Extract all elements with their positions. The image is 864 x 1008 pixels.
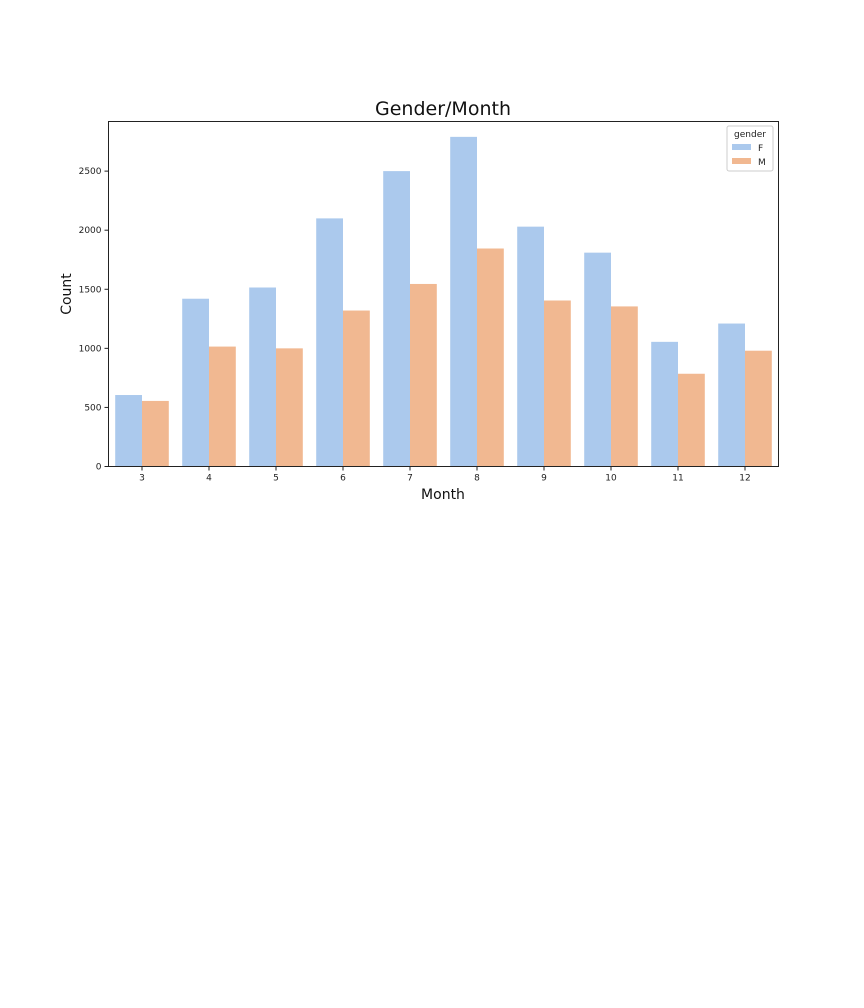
x-axis-title: Month [421,487,465,503]
bar-m-10 [611,306,638,467]
y-tick-label: 2000 [79,226,102,236]
x-tick-label: 7 [407,474,413,484]
x-tick-label: 11 [672,474,683,484]
y-tick-label: 1000 [79,344,102,354]
bar-m-3 [142,400,169,467]
bar-f-9 [517,226,544,467]
bar-f-10 [584,252,611,467]
bar-f-3 [115,395,142,467]
bar-f-7 [383,171,410,467]
bar-f-5 [249,287,276,467]
bar-f-6 [316,218,343,467]
y-tick-label: 500 [84,403,101,413]
chart-title: Gender/Month [375,98,511,120]
bar-f-11 [651,341,678,467]
legend-swatch-m [732,158,751,164]
x-axis-ticks: 3 4 5 6 7 8 9 10 11 12 [139,466,751,484]
legend-label-m: M [758,158,766,168]
x-tick-label: 3 [139,474,145,484]
bar-m-8 [477,248,504,467]
y-tick-label: 1500 [79,285,102,295]
x-tick-label: 12 [739,474,750,484]
bar-m-5 [276,348,303,467]
bar-m-7 [410,283,437,467]
legend-label-f: F [758,144,763,154]
x-tick-label: 10 [605,474,617,484]
bar-f-4 [182,298,209,467]
bar-f-8 [450,136,477,467]
bar-m-6 [343,310,370,467]
y-tick-label: 0 [96,463,102,473]
bar-m-4 [209,346,236,467]
bar-f-12 [718,323,745,467]
bars-group [115,136,772,467]
y-axis-ticks: 0 500 1000 1500 2000 2500 [79,167,109,473]
bar-m-11 [678,373,705,467]
x-tick-label: 4 [206,474,212,484]
y-tick-label: 2500 [79,167,102,177]
bar-m-12 [745,350,772,467]
x-tick-label: 9 [541,474,547,484]
legend: gender F M [726,125,774,172]
plot-frame [108,121,779,467]
legend-title: gender [734,130,766,140]
x-tick-label: 6 [340,474,346,484]
x-tick-label: 8 [474,474,480,484]
x-tick-label: 5 [273,474,279,484]
y-axis-title: Count [59,273,75,315]
legend-swatch-f [732,144,751,150]
bar-m-9 [544,300,571,467]
